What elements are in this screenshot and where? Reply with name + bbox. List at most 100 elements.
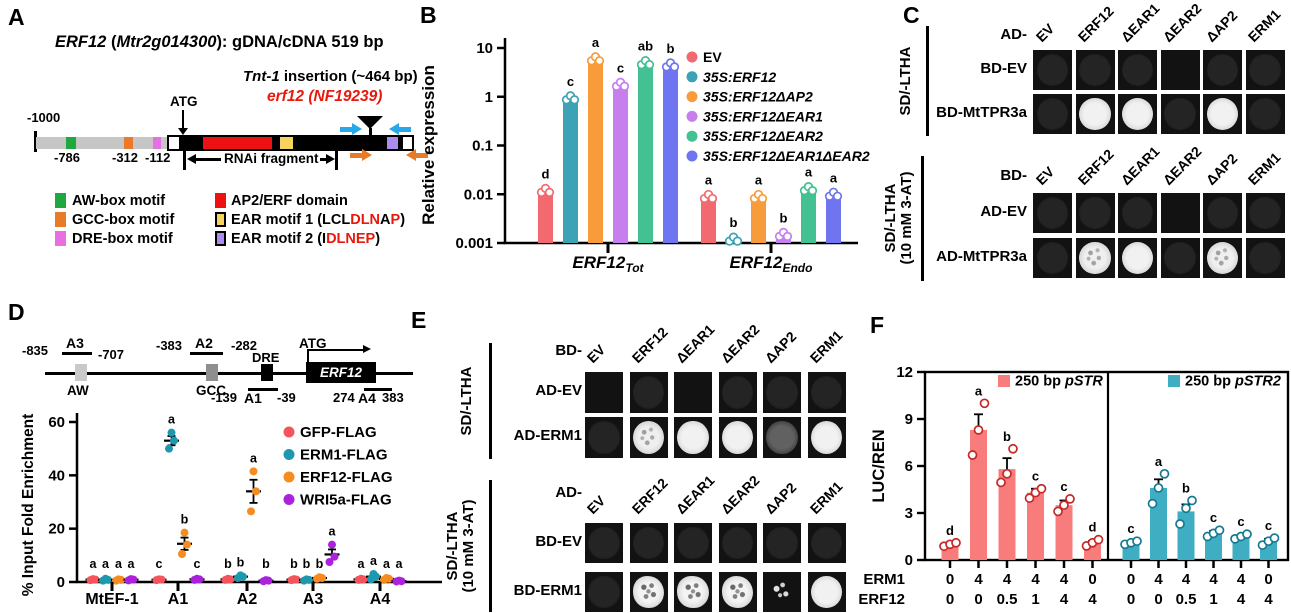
bar	[801, 188, 816, 243]
sig-letter: a	[102, 557, 110, 571]
y-tick-label: 10	[476, 40, 493, 57]
sig-letter: b	[290, 557, 298, 571]
data-point	[544, 187, 555, 198]
aw-legend-swatch	[55, 193, 66, 208]
data-point	[807, 186, 818, 196]
yeast-spot-cell	[674, 372, 712, 413]
column-label: ΔAP2	[1202, 150, 1240, 188]
erm1-dose: 4	[1182, 571, 1191, 588]
data-point	[330, 552, 339, 561]
panel-f-label: F	[870, 312, 885, 338]
growth-medium-line: SD/-LTHA	[897, 46, 914, 116]
yeast-spot-faint	[1206, 196, 1239, 230]
promoter-start-label: -1000	[27, 110, 61, 125]
data-point	[832, 191, 843, 201]
yeast-spot-cell	[674, 572, 712, 612]
data-point	[114, 575, 123, 584]
data-point	[1002, 468, 1012, 479]
bar	[613, 84, 628, 243]
gcc-position: -312	[112, 150, 139, 165]
data-point	[973, 425, 984, 435]
legend-dot	[686, 150, 698, 162]
bar	[663, 64, 678, 244]
column-label: ΔEAR2	[717, 321, 763, 366]
medium-divider-line	[926, 26, 929, 136]
data-point	[1059, 500, 1069, 511]
panel-e-label: E	[411, 307, 427, 333]
yeast-spot-faint	[1121, 196, 1154, 230]
data-point	[178, 550, 186, 558]
sig-letter: a	[168, 413, 176, 427]
group-label: A1	[168, 591, 189, 608]
yeast-spot-faint	[1249, 53, 1281, 87]
data-point	[127, 575, 135, 584]
sig-letter: a	[705, 172, 713, 187]
yeast-spot-faint	[1164, 97, 1196, 131]
a4-end: 383	[382, 390, 404, 405]
data-point	[262, 576, 270, 585]
column-label: EV	[583, 341, 609, 366]
bar	[563, 97, 578, 244]
data-point	[1181, 503, 1191, 514]
column-label: ERM1	[806, 327, 846, 366]
erf12-dose: 0.5	[1176, 591, 1197, 608]
panel-c-label: C	[903, 2, 920, 28]
yeast-spot-faint	[588, 420, 620, 455]
primer2-reverse-arrow	[416, 153, 428, 158]
group-label: ERF12Endo	[730, 253, 813, 275]
ap2-legend-swatch	[215, 193, 226, 208]
data-point	[619, 81, 630, 91]
a3-start: -835	[22, 343, 49, 358]
yeast-spot-dots	[766, 575, 798, 609]
data-point	[252, 487, 260, 496]
expression-bar-chart: 10 1 0.1 0.01 0.001 Relative expression d a c b a a…	[419, 35, 870, 275]
ear2-legend-label: EAR motif 2 (IDLNEP)	[231, 231, 381, 247]
dre-map-box	[261, 364, 273, 381]
column-label: ERF12	[1074, 2, 1117, 46]
data-point	[236, 571, 245, 580]
aw-map-label: AW	[67, 383, 89, 398]
bar	[1027, 492, 1044, 560]
gene-title: ERF12 (Mtr2g014300): gDNA/cDNA 519 bp	[55, 33, 384, 51]
erm1-row-label: ERM1	[863, 571, 905, 588]
yeast-spot-cell	[1033, 193, 1072, 233]
data-point	[249, 467, 258, 476]
data-point	[644, 60, 655, 70]
a3-name: A3	[66, 335, 84, 351]
data-point	[1214, 525, 1225, 536]
legend-label: 35S:ERF12ΔAP2	[703, 89, 813, 105]
y-tick-label: 9	[905, 411, 913, 428]
bar	[588, 58, 603, 244]
sig-letter: a	[975, 383, 983, 398]
legend-label: WRI5a-FLAG	[300, 492, 392, 509]
gcc-legend-swatch	[55, 212, 66, 227]
sig-letter: b	[181, 513, 189, 527]
erm1-dose: 4	[1031, 571, 1040, 588]
sig-letter: b	[237, 555, 245, 569]
yeast-spot-cell	[763, 572, 801, 612]
dre-box-marker	[153, 137, 161, 149]
yeast-spot-faint	[588, 526, 620, 560]
yeast-spot-cell	[807, 523, 846, 563]
erm1-dose: 4	[1237, 571, 1246, 588]
legend-label: GFP-FLAG	[300, 424, 377, 441]
erm1-dose: 0	[1264, 571, 1272, 588]
a1-name: A1	[244, 390, 262, 406]
data-point	[325, 558, 334, 566]
yeast-spot-cell	[1245, 238, 1285, 278]
a1-amplicon-line	[248, 388, 278, 391]
y-tick-label: 0	[905, 552, 913, 569]
yeast-spot-cell	[1160, 238, 1200, 278]
y-axis-label: % Input Fold Enrichment	[20, 414, 37, 597]
data-point	[967, 450, 978, 460]
erf12-dose: 0	[946, 591, 954, 608]
sig-letter: a	[396, 557, 404, 571]
primer-reverse-arrow	[399, 127, 411, 132]
a2-name: A2	[195, 335, 213, 351]
panel-d-label: D	[8, 299, 25, 325]
legend-swatch	[1168, 375, 1180, 387]
yeast-spot-faint	[1036, 241, 1069, 275]
y-tick-label: 0	[57, 574, 65, 591]
sig-letter: a	[250, 451, 258, 465]
a4-name: A4	[358, 390, 376, 406]
